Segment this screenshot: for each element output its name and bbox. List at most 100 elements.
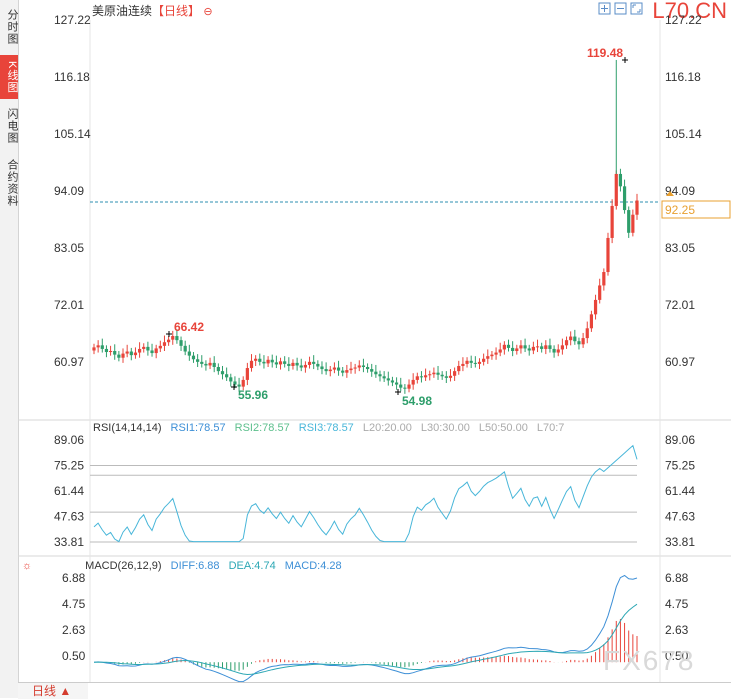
candle-body xyxy=(249,360,254,369)
zoom-out-icon[interactable] xyxy=(614,2,627,15)
fullscreen-icon[interactable] xyxy=(630,2,643,15)
candle-body xyxy=(477,361,482,364)
candle-body xyxy=(411,379,415,385)
cross-marker-low2 xyxy=(395,389,401,395)
candle-body xyxy=(208,362,212,366)
candle-body xyxy=(465,360,469,364)
candle-body xyxy=(486,356,490,359)
candle-body xyxy=(494,352,498,355)
period-label[interactable]: 【日线】 xyxy=(152,4,201,18)
candle-body xyxy=(556,349,560,353)
candle-body xyxy=(179,340,183,346)
candle-body xyxy=(225,374,229,378)
macd-grid: 6.88 6.88 4.75 4.75 2.63 2.63 0.50 0.50 xyxy=(62,571,689,663)
candle-body xyxy=(357,365,361,368)
footer-watermark: FX678 xyxy=(603,645,696,676)
candle-body xyxy=(220,371,225,375)
candle-body xyxy=(378,374,382,377)
candle-body xyxy=(162,342,167,346)
candle-body xyxy=(598,285,602,300)
candle-body xyxy=(212,362,216,368)
candle-body xyxy=(482,358,486,362)
rsi-title: RSI(14,14,14) xyxy=(93,422,162,434)
candle-body xyxy=(618,173,623,187)
candle-body xyxy=(121,353,125,358)
candle-body xyxy=(341,370,345,373)
rsi-tick-right: 75.25 xyxy=(665,458,695,472)
candle-body xyxy=(577,341,581,345)
tab-contract[interactable]: 合约资料 xyxy=(6,159,18,207)
tab-kline[interactable]: K线图 xyxy=(0,55,18,99)
candle-body xyxy=(254,358,258,361)
candle-body xyxy=(469,360,473,363)
candle-body xyxy=(245,368,249,380)
candle-body xyxy=(581,338,585,345)
candle-body xyxy=(200,361,204,364)
candle-body xyxy=(457,365,461,372)
candle-body xyxy=(328,369,332,372)
candle-body xyxy=(262,361,266,364)
cross-marker-low1 xyxy=(231,384,237,390)
candle-body xyxy=(370,369,374,372)
candle-body xyxy=(287,363,291,366)
macd-settings-icon[interactable]: ☼ xyxy=(22,560,33,572)
left-sidebar: 分时图 K线图 闪电图 合约资料 xyxy=(0,0,19,698)
rsi-line xyxy=(93,444,638,543)
candle-body xyxy=(191,355,196,360)
tab-flash[interactable]: 闪电图 xyxy=(6,108,18,144)
candle-body xyxy=(593,299,598,315)
cross-marker-high xyxy=(622,57,628,63)
period-select-button[interactable]: 日线 ▲ xyxy=(18,683,88,699)
macd-tick-left: 2.63 xyxy=(62,623,86,637)
rsi3-value: RSI3:78.57 xyxy=(298,422,354,434)
toolbar-icons xyxy=(598,2,643,15)
candle-body xyxy=(573,336,577,342)
candle-body xyxy=(187,351,191,356)
candle-body xyxy=(332,367,337,370)
candle-body xyxy=(274,362,278,365)
chart-title: 美原油连续【日线】 ⊖ xyxy=(92,2,213,19)
candle-body xyxy=(602,272,606,286)
candle-body xyxy=(523,345,527,349)
candle-body xyxy=(386,378,390,381)
candle-body xyxy=(270,359,274,363)
rsi-tick-left: 61.44 xyxy=(54,484,84,498)
candle-body xyxy=(610,205,614,238)
rsi-tick-left: 89.06 xyxy=(54,433,84,447)
collapse-icon[interactable]: ⊖ xyxy=(203,6,213,18)
candle-body xyxy=(606,237,610,273)
chart-header: 美原油连续【日线】 ⊖ L70.CN xyxy=(18,0,731,23)
rsi-tick-left: 47.63 xyxy=(54,509,84,523)
bottom-bar: 日线 ▲ xyxy=(18,682,731,699)
l50-value: L50:50.00 xyxy=(478,422,528,434)
candle-body xyxy=(502,344,506,350)
candle-body xyxy=(527,348,531,351)
candle-body xyxy=(175,336,179,341)
rsi1-value: RSI1:78.57 xyxy=(170,422,226,434)
rsi-tick-right: 89.06 xyxy=(665,433,695,447)
price-tick-right: 72.01 xyxy=(665,298,695,312)
candle-body xyxy=(108,351,113,353)
candle-body xyxy=(336,367,341,371)
candle-body xyxy=(432,372,436,375)
rsi-tick-left: 75.25 xyxy=(54,458,84,472)
candle-body xyxy=(589,314,594,329)
macd-tick-left: 6.88 xyxy=(62,571,86,585)
candle-body xyxy=(535,346,540,348)
price-tick-left: 83.05 xyxy=(54,241,84,255)
candle-body xyxy=(117,354,121,358)
candle-body xyxy=(622,186,627,211)
macd-tick-right: 4.75 xyxy=(665,597,689,611)
candle-body xyxy=(158,345,162,349)
candle-body xyxy=(415,376,419,380)
zoom-in-icon[interactable] xyxy=(598,2,611,15)
candle-body xyxy=(631,214,635,233)
site-watermark: L70.CN xyxy=(652,0,727,23)
macd-tick-right: 2.63 xyxy=(665,623,689,637)
candle-body xyxy=(241,379,245,387)
tab-intraday[interactable]: 分时图 xyxy=(6,9,18,45)
price-tick-left: 94.09 xyxy=(54,184,84,198)
candle-body xyxy=(345,370,349,373)
candle-body xyxy=(312,361,316,364)
